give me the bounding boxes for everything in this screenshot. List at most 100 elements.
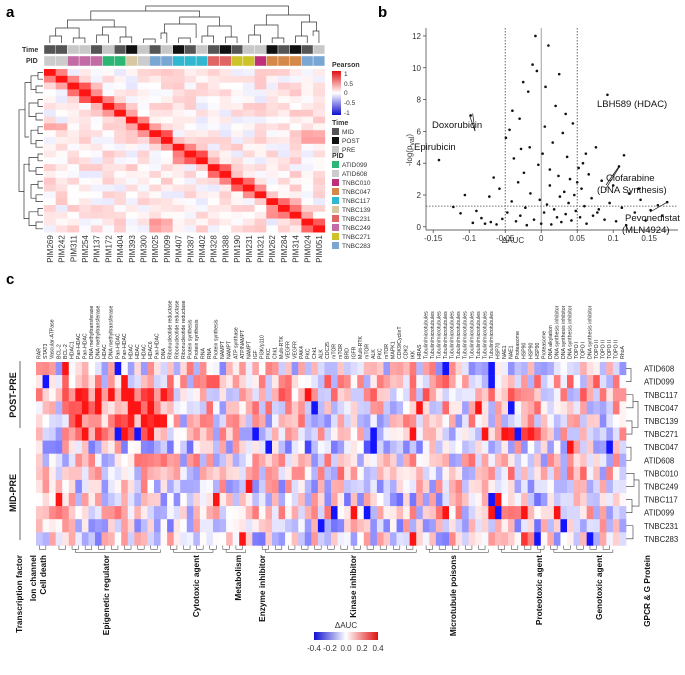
dauc-cell <box>488 440 496 454</box>
dauc-cell <box>239 466 247 481</box>
pearson-cell <box>289 116 302 124</box>
dauc-cell <box>580 466 587 481</box>
column-dendrogram-branch <box>84 545 92 550</box>
dauc-cell <box>95 532 102 546</box>
sample-label: PIM051 <box>315 235 324 263</box>
pearson-cell <box>137 69 150 77</box>
category-label: Epigenetic regulator <box>101 554 111 635</box>
pearson-cell <box>289 157 302 165</box>
pearson-cell <box>254 69 267 77</box>
volcano-ylabel: -log(pval) <box>405 134 416 166</box>
pearson-cell <box>313 82 326 90</box>
dauc-cell <box>357 506 365 520</box>
volcano-point <box>518 117 521 120</box>
pearson-cell <box>90 211 103 219</box>
dauc-cell <box>55 453 63 468</box>
dauc-cell <box>213 466 220 481</box>
pearson-cell <box>313 103 326 111</box>
pearson-cell <box>266 211 279 219</box>
dauc-cell <box>612 401 620 415</box>
dauc-cell <box>534 388 542 402</box>
dauc-cell <box>488 414 496 428</box>
column-header: DNA alkylation <box>548 325 554 359</box>
dauc-cell <box>311 466 319 481</box>
dauc-cell <box>55 506 63 520</box>
pearson-cell <box>278 164 290 172</box>
dauc-cell <box>547 479 555 494</box>
dauc-cell <box>442 519 450 533</box>
pearson-cell <box>313 89 326 97</box>
dauc-cell <box>586 493 594 507</box>
pearson-cell <box>301 116 314 124</box>
dauc-cell <box>514 532 522 546</box>
pearson-cell <box>196 137 209 145</box>
column-dendrogram-branch <box>406 545 414 550</box>
dendrogram-branch <box>160 32 168 43</box>
dauc-cell <box>435 362 443 376</box>
volcano-point <box>554 104 557 108</box>
dauc-cell <box>462 440 469 454</box>
dauc-cell <box>527 466 535 481</box>
pearson-cell <box>67 164 80 172</box>
dauc-cell <box>619 362 627 376</box>
column-header: HSP90 <box>528 342 534 359</box>
pearson-cell <box>114 177 127 185</box>
time-track-cell <box>125 44 138 55</box>
dauc-cell <box>494 453 502 468</box>
volcano-point <box>633 211 637 214</box>
pearson-cell <box>102 137 115 145</box>
pearson-cell <box>219 171 232 179</box>
pearson-cell <box>207 137 220 145</box>
dauc-cell <box>285 466 292 481</box>
time-track-cell <box>312 44 326 55</box>
dauc-cell <box>291 453 299 468</box>
pid-legend-label: ATID608 <box>342 171 368 178</box>
row-label: ATID099 <box>644 509 674 518</box>
dauc-cell <box>68 362 76 376</box>
column-dendrogram-branch <box>124 545 132 550</box>
pearson-cell <box>149 116 162 124</box>
pid-track-cell <box>90 55 103 67</box>
volcano-point <box>521 80 525 84</box>
dauc-cell <box>291 362 299 376</box>
dauc-cell <box>370 479 378 494</box>
dauc-cell <box>226 493 233 507</box>
column-dendrogram-branch <box>550 545 558 550</box>
dauc-tick: 0.0 <box>340 644 352 653</box>
dauc-cell <box>357 453 365 468</box>
pid-track-cell <box>219 55 232 67</box>
column-header: HRAS <box>417 344 423 359</box>
dauc-cell <box>140 506 148 520</box>
dauc-cell <box>429 493 437 507</box>
annotation-leader <box>472 113 476 132</box>
dauc-cell <box>167 506 174 520</box>
dauc-cell <box>409 506 417 520</box>
panel-c-colorbar: ΔAUC -0.4 -0.2 0.0 0.2 0.4 <box>307 621 384 653</box>
panel-c-row-labels: ATID608ATID099TNBC117TNBC047TNBC139TNBC2… <box>644 365 679 544</box>
dauc-cell <box>317 362 325 376</box>
pearson-cell <box>125 211 138 219</box>
pearson-cell <box>161 103 173 111</box>
dauc-cell <box>95 440 102 454</box>
dauc-cell <box>232 401 240 415</box>
pearson-cell <box>278 225 290 233</box>
dauc-cell <box>304 479 312 494</box>
volcano-point <box>539 222 543 225</box>
dauc-cell <box>514 375 522 389</box>
dauc-cell <box>435 506 443 520</box>
volcano-point <box>558 195 562 198</box>
dauc-cell <box>606 493 614 507</box>
dauc-cell <box>68 479 76 494</box>
dauc-cell <box>606 519 614 533</box>
dauc-cell <box>127 453 135 468</box>
pearson-cell <box>90 96 103 104</box>
pearson-cell <box>44 123 56 131</box>
time-legend-title: Time <box>332 120 348 127</box>
pearson-cell <box>266 137 279 145</box>
dauc-cell <box>494 493 502 507</box>
dauc-cell <box>331 493 338 507</box>
dauc-cell <box>547 401 555 415</box>
dauc-cell <box>245 532 253 546</box>
column-header: BCL-2 <box>63 344 69 359</box>
dauc-cell <box>75 375 83 389</box>
